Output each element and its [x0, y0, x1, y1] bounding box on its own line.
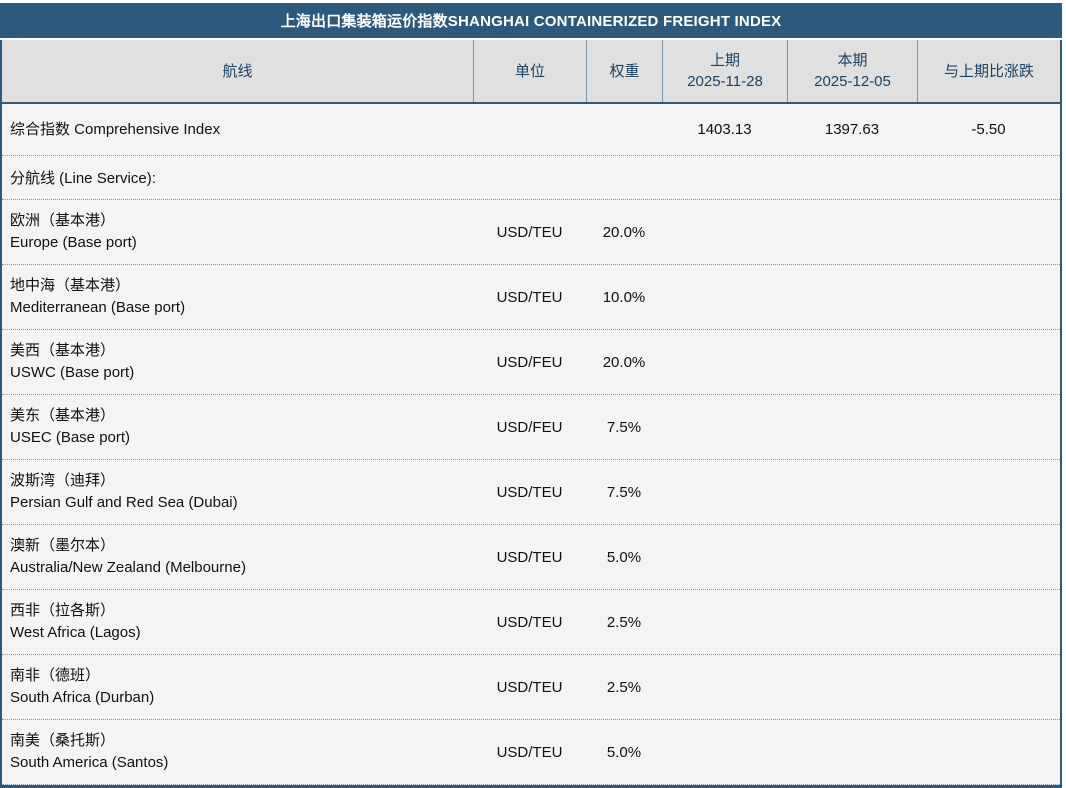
- route-name-en: USWC (Base port): [10, 364, 135, 381]
- header-previous-label: 上期: [709, 52, 740, 69]
- route-name-en: Mediterranean (Base port): [10, 299, 186, 316]
- page-title: 上海出口集装箱运价指数SHANGHAI CONTAINERIZED FREIGH…: [280, 13, 782, 30]
- table-row: 美东（基本港） USEC (Base port) USD/FEU 7.5%: [2, 395, 1060, 460]
- route-name-zh: 美东（基本港）: [10, 407, 116, 424]
- unit-cell: USD/TEU: [496, 288, 563, 306]
- route-name-en: West Africa (Lagos): [10, 624, 141, 641]
- route-name-cell: 地中海（基本港） Mediterranean (Base port): [2, 275, 473, 319]
- table-body: 综合指数 Comprehensive Index 1403.13 1397.63…: [2, 104, 1060, 785]
- table-row: 地中海（基本港） Mediterranean (Base port) USD/T…: [2, 265, 1060, 330]
- change-value-cell: -5.50: [971, 121, 1006, 138]
- route-name-zh: 地中海（基本港）: [10, 277, 131, 294]
- route-name-zh: 美西（基本港）: [10, 342, 116, 359]
- weight-cell: 7.5%: [606, 418, 642, 436]
- route-name-cell: 西非（拉各斯） West Africa (Lagos): [2, 600, 473, 644]
- weight-cell: 2.5%: [606, 613, 642, 631]
- route-name-en: Persian Gulf and Red Sea (Dubai): [10, 494, 238, 511]
- table-row: 综合指数 Comprehensive Index 1403.13 1397.63…: [2, 104, 1060, 156]
- weight-cell: 10.0%: [602, 288, 646, 306]
- header-unit-label: 单位: [514, 62, 545, 80]
- header-weight-label: 权重: [609, 62, 640, 80]
- header-current: 本期 2025-12-05: [787, 40, 917, 102]
- route-name-cell: 澳新（墨尔本） Australia/New Zealand (Melbourne…: [2, 535, 473, 579]
- unit-cell: USD/TEU: [496, 613, 563, 631]
- section-row: 分航线 (Line Service):: [2, 156, 1060, 200]
- unit-cell: USD/TEU: [496, 678, 563, 696]
- header-route: 航线: [2, 40, 473, 102]
- header-weight: 权重: [586, 40, 662, 102]
- table-row: 欧洲（基本港） Europe (Base port) USD/TEU 20.0%: [2, 200, 1060, 265]
- header-current-label: 本期: [837, 52, 868, 69]
- route-name-zh: 澳新（墨尔本）: [10, 537, 116, 554]
- header-route-label: 航线: [222, 62, 253, 80]
- route-name-zh: 南美（桑托斯）: [10, 732, 116, 749]
- route-name-en: Europe (Base port): [10, 234, 137, 251]
- header-previous: 上期 2025-11-28: [662, 40, 787, 102]
- current-value-cell: 1397.63: [824, 121, 880, 138]
- unit-cell: USD/TEU: [496, 483, 563, 501]
- weight-cell: 7.5%: [606, 483, 642, 501]
- table-row: 西非（拉各斯） West Africa (Lagos) USD/TEU 2.5%: [2, 590, 1060, 655]
- route-name-zh: 综合指数 Comprehensive Index: [10, 120, 221, 138]
- table-row: 美西（基本港） USWC (Base port) USD/FEU 20.0%: [2, 330, 1060, 395]
- route-name-zh: 南非（德班）: [10, 667, 101, 684]
- freight-index-table: 航线 单位 权重 上期 2025-11-28 本期 2025-12-05 与上期…: [0, 40, 1062, 785]
- weight-cell: 5.0%: [606, 548, 642, 566]
- unit-cell: USD/TEU: [496, 548, 563, 566]
- table-header-row: 航线 单位 权重 上期 2025-11-28 本期 2025-12-05 与上期…: [2, 40, 1060, 104]
- route-name-cell: 南非（德班） South Africa (Durban): [2, 665, 473, 709]
- unit-cell: USD/FEU: [496, 353, 563, 371]
- table-row: 波斯湾（迪拜） Persian Gulf and Red Sea (Dubai)…: [2, 460, 1060, 525]
- header-unit: 单位: [473, 40, 586, 102]
- weight-cell: 2.5%: [606, 678, 642, 696]
- section-label: 分航线 (Line Service):: [10, 170, 156, 187]
- route-name-en: Australia/New Zealand (Melbourne): [10, 559, 246, 576]
- route-name-zh: 西非（拉各斯）: [10, 602, 116, 619]
- route-name-cell: 美东（基本港） USEC (Base port): [2, 405, 473, 449]
- weight-cell: 20.0%: [602, 223, 646, 241]
- table-row: 南非（德班） South Africa (Durban) USD/TEU 2.5…: [2, 655, 1060, 720]
- route-name-cell: 欧洲（基本港） Europe (Base port): [2, 210, 473, 254]
- header-change: 与上期比涨跌: [917, 40, 1060, 102]
- weight-cell: 5.0%: [606, 743, 642, 761]
- unit-cell: USD/TEU: [496, 743, 563, 761]
- route-name-cell: 美西（基本港） USWC (Base port): [2, 340, 473, 384]
- unit-cell: USD/TEU: [496, 223, 563, 241]
- table-row: 澳新（墨尔本） Australia/New Zealand (Melbourne…: [2, 525, 1060, 590]
- previous-value-cell: 1403.13: [697, 121, 752, 138]
- header-current-date: 2025-12-05: [814, 73, 891, 90]
- header-change-label: 与上期比涨跌: [943, 62, 1034, 80]
- header-previous-date: 2025-11-28: [687, 73, 763, 90]
- next-section-bar: [0, 785, 1062, 788]
- route-name-zh: 欧洲（基本港）: [10, 212, 116, 229]
- route-name-en: South America (Santos): [10, 754, 169, 771]
- weight-cell: 20.0%: [602, 353, 646, 371]
- unit-cell: USD/FEU: [496, 418, 563, 436]
- title-bar: 上海出口集装箱运价指数SHANGHAI CONTAINERIZED FREIGH…: [0, 3, 1062, 38]
- route-name-zh: 波斯湾（迪拜）: [10, 472, 116, 489]
- route-name-cell: 综合指数 Comprehensive Index: [2, 119, 473, 141]
- table-row: 南美（桑托斯） South America (Santos) USD/TEU 5…: [2, 720, 1060, 785]
- route-name-cell: 波斯湾（迪拜） Persian Gulf and Red Sea (Dubai): [2, 470, 473, 514]
- route-name-cell: 南美（桑托斯） South America (Santos): [2, 730, 473, 774]
- route-name-en: USEC (Base port): [10, 429, 131, 446]
- route-name-en: South Africa (Durban): [10, 689, 155, 706]
